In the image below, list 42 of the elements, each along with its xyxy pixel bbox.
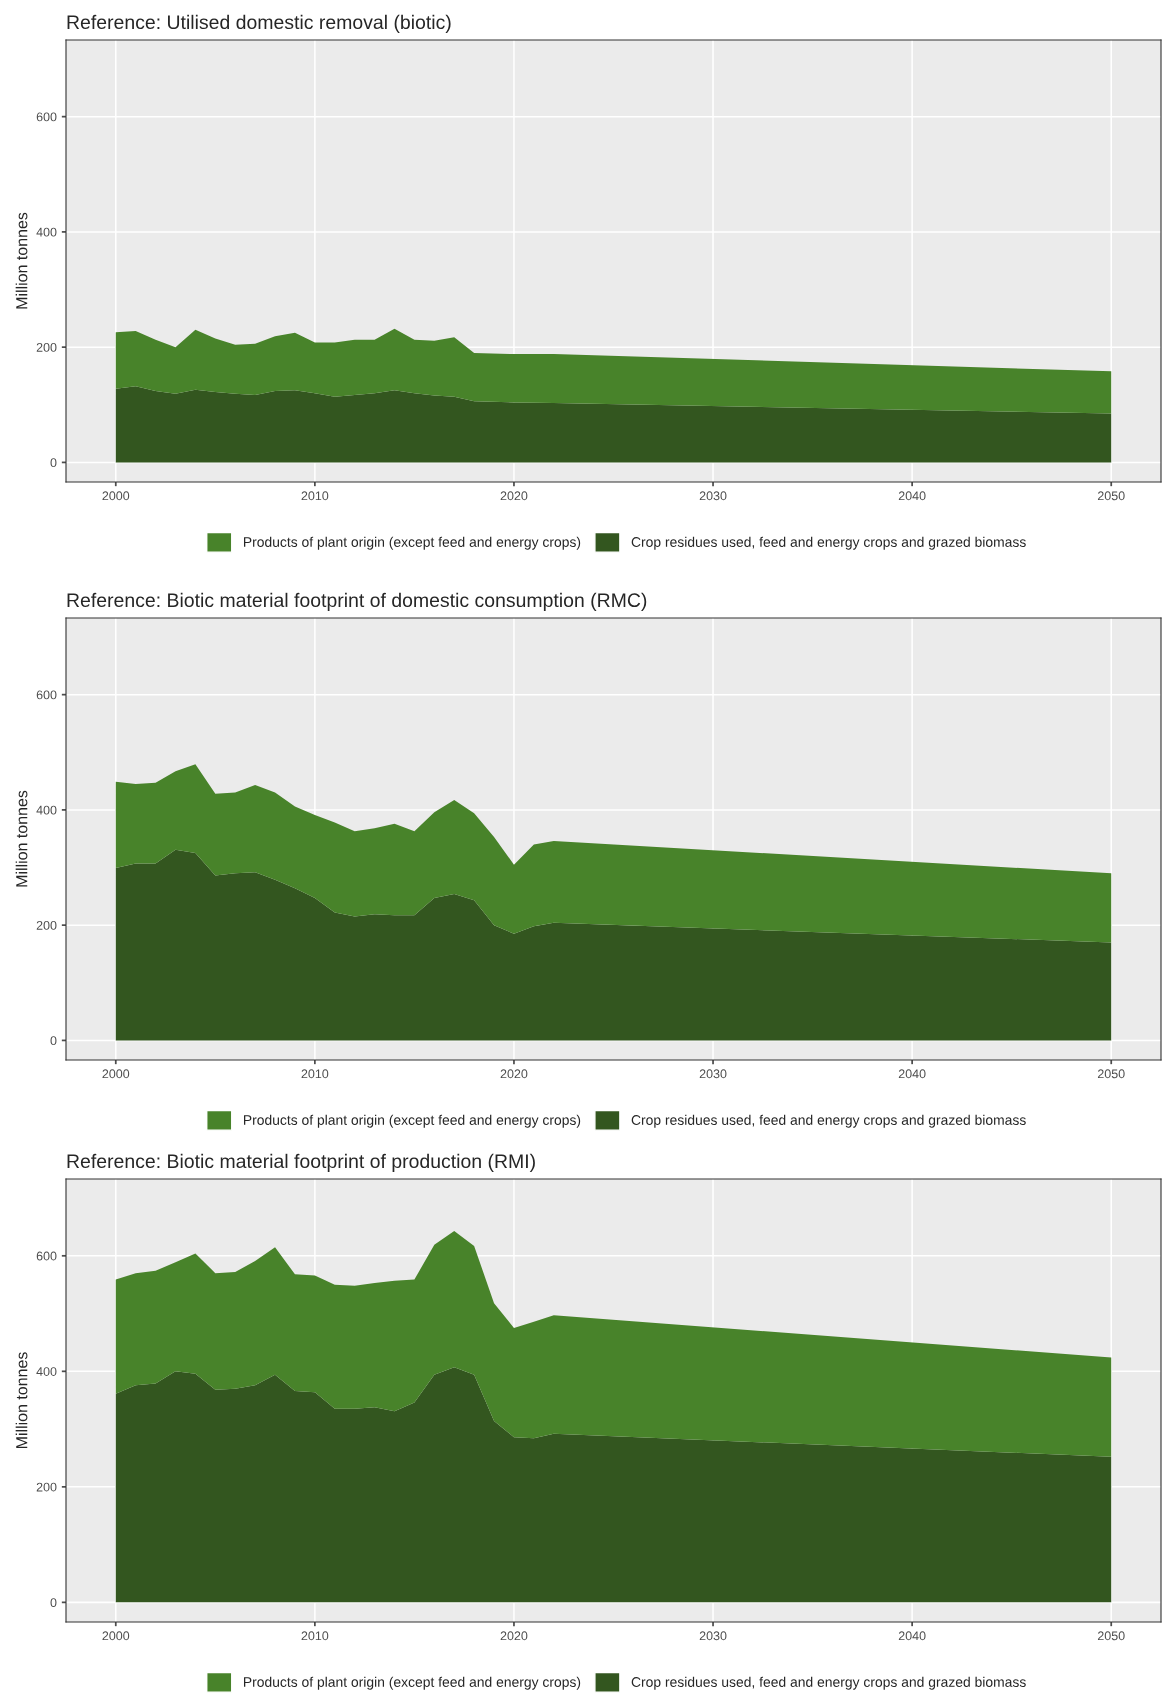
y-tick-label: 0 (50, 458, 57, 468)
legend-label: Crop residues used, feed and energy crops and grazed biomass (631, 1676, 1026, 1690)
legend-label: Crop residues used, feed and energy crops and grazed biomass (631, 536, 1026, 550)
y-tick-label: 600 (36, 1251, 57, 1261)
x-tick-label: 2020 (500, 1631, 528, 1641)
x-tick-label: 2020 (500, 491, 528, 501)
y-tick-label: 200 (36, 342, 57, 352)
y-tick-label: 600 (36, 112, 57, 122)
y-axis-title: Million tonnes (15, 1352, 28, 1449)
x-tick-label: 2050 (1097, 1069, 1125, 1079)
y-tick-label: 200 (36, 1482, 57, 1492)
y-axis-title: Million tonnes (15, 212, 28, 309)
legend-label: Products of plant origin (except feed and energy crops) (244, 1114, 581, 1128)
chart-title: Reference: Biotic material footprint of domestic consumption (RMC) (67, 592, 647, 611)
x-tick-label: 2030 (699, 1631, 727, 1641)
x-tick-label: 2000 (102, 1069, 130, 1079)
y-tick-label: 0 (50, 1598, 57, 1608)
chart-title: Reference: Biotic material footprint of production (RMI) (67, 1153, 535, 1172)
x-tick-label: 2040 (898, 491, 926, 501)
y-axis-title: Million tonnes (15, 790, 28, 887)
y-tick-label: 200 (36, 920, 57, 930)
x-tick-label: 2030 (699, 491, 727, 501)
x-tick-label: 2000 (102, 491, 130, 501)
chart-title: Reference: Utilised domestic removal (biotic) (67, 14, 451, 33)
y-tick-label: 400 (36, 227, 57, 237)
y-tick-label: 600 (36, 690, 57, 700)
y-tick-label: 0 (50, 1036, 57, 1046)
legend-label: Crop residues used, feed and energy crops and grazed biomass (631, 1114, 1026, 1128)
x-tick-label: 2040 (898, 1069, 926, 1079)
x-tick-label: 2040 (898, 1631, 926, 1641)
x-tick-label: 2010 (301, 1631, 329, 1641)
x-tick-label: 2010 (301, 1069, 329, 1079)
legend-label: Products of plant origin (except feed and energy crops) (244, 1676, 581, 1690)
x-tick-label: 2050 (1097, 1631, 1125, 1641)
y-tick-label: 400 (36, 1367, 57, 1376)
y-tick-label: 400 (36, 805, 57, 815)
x-tick-label: 2030 (699, 1069, 727, 1079)
x-tick-label: 2050 (1097, 491, 1125, 501)
x-tick-label: 2020 (500, 1069, 528, 1079)
x-tick-label: 2000 (102, 1631, 130, 1641)
x-tick-label: 2010 (301, 491, 329, 501)
legend-label: Products of plant origin (except feed and energy crops) (244, 536, 581, 550)
